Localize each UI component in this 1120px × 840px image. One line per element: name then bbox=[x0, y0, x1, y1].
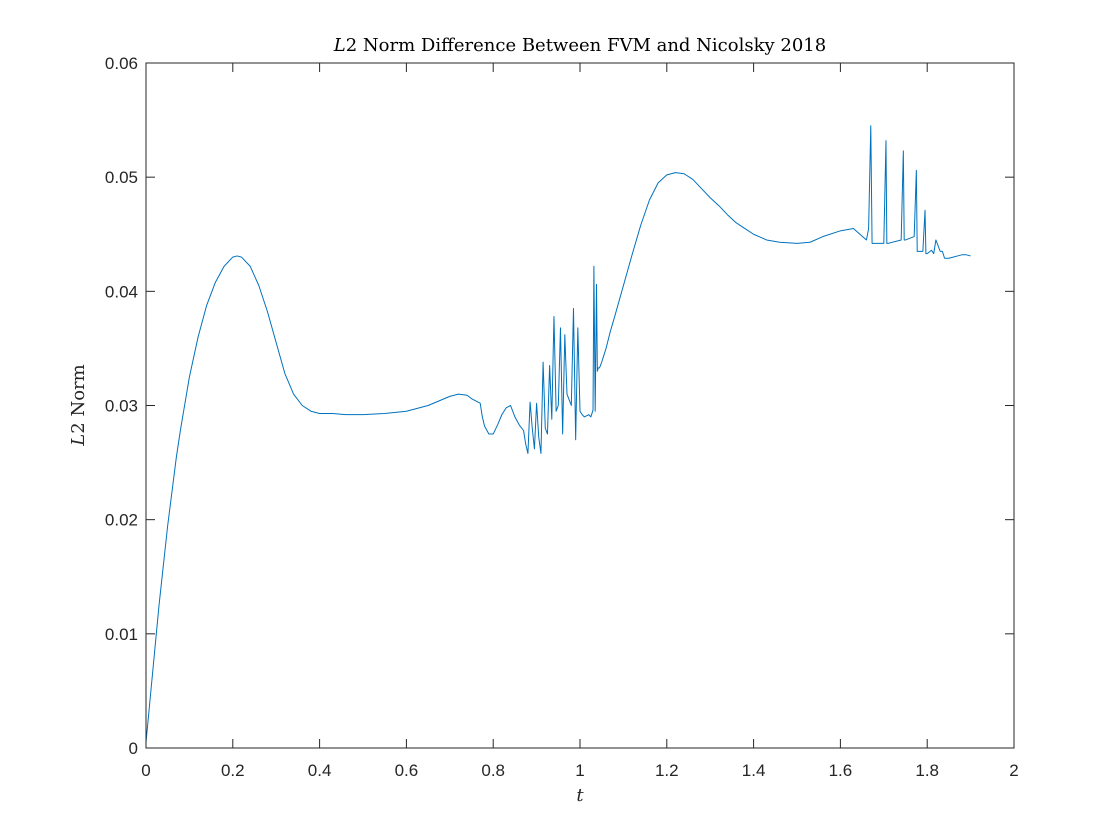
x-tick-label: 0.6 bbox=[395, 761, 419, 780]
y-tick-label: 0.01 bbox=[105, 625, 138, 644]
y-axis-label-italic: L bbox=[68, 434, 89, 447]
y-tick-label: 0.04 bbox=[105, 282, 138, 301]
y-axis-label-rest: 2 Norm bbox=[68, 364, 89, 433]
chart-title: L2 Norm Difference Between FVM and Nicol… bbox=[333, 35, 826, 56]
y-tick-label: 0.02 bbox=[105, 511, 138, 530]
x-tick-label: 0 bbox=[141, 761, 150, 780]
axes-box bbox=[145, 62, 1015, 749]
x-tick-label: 1.2 bbox=[655, 761, 679, 780]
y-axis-label: L2 Norm bbox=[68, 364, 89, 446]
series-line-1 bbox=[145, 125, 971, 743]
x-axis-label: t bbox=[576, 785, 584, 806]
x-tick-label: 1.6 bbox=[829, 761, 853, 780]
x-tick-label: 1 bbox=[575, 761, 584, 780]
x-tick-label: 2 bbox=[1009, 761, 1018, 780]
y-tick-label: 0.03 bbox=[105, 397, 138, 416]
y-tick-label: 0.05 bbox=[105, 168, 138, 187]
x-tick-label: 0.4 bbox=[308, 761, 332, 780]
x-tick-label: 0.8 bbox=[481, 761, 505, 780]
chart-title-italic: L bbox=[333, 35, 346, 56]
x-tick-label: 1.8 bbox=[915, 761, 939, 780]
chart-title-rest: 2 Norm Difference Between FVM and Nicols… bbox=[346, 35, 826, 56]
tick-layer: 0 0.2 0.4 0.6 0.8 1 1.2 1.4 1.6 1.8 2 0 0.01 0.02 0.03… bbox=[105, 54, 1019, 780]
y-tick-label: 0.06 bbox=[105, 54, 138, 73]
x-tick-label: 1.4 bbox=[742, 761, 766, 780]
x-tick-label: 0.2 bbox=[221, 761, 245, 780]
y-tick-label: 0 bbox=[129, 739, 138, 758]
